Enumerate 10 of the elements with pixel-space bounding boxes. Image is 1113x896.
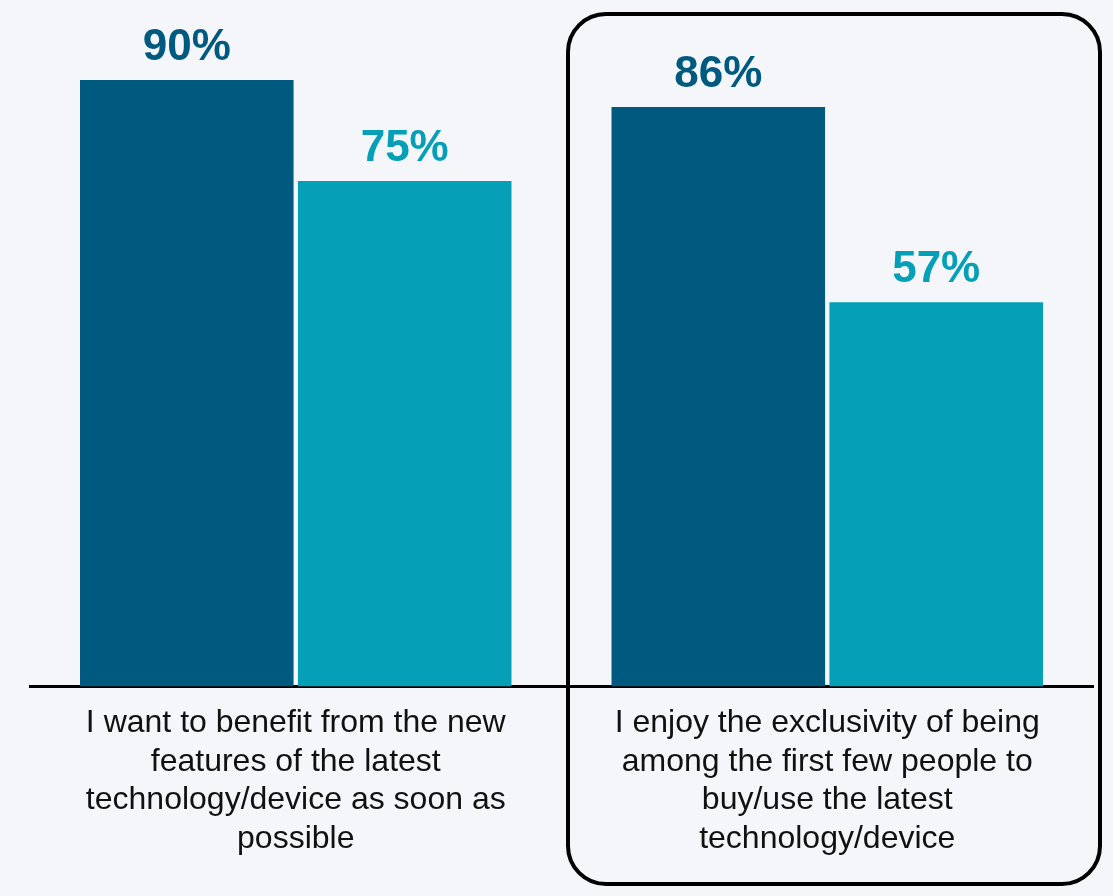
x-tick-label: I want to benefit from the new features of the latest technology/device as soon as possible xyxy=(85,703,507,855)
x-tick-label: I enjoy the exclusivity of being among the first few people to buy/use the latest technology/device xyxy=(614,703,1040,855)
bar xyxy=(297,181,512,687)
data-label: 90% xyxy=(142,20,231,70)
data-label: 75% xyxy=(360,121,449,171)
bar xyxy=(829,302,1043,687)
data-label: 57% xyxy=(892,242,981,292)
bar xyxy=(80,80,294,687)
data-label: 86% xyxy=(674,47,763,97)
bar xyxy=(611,106,826,687)
